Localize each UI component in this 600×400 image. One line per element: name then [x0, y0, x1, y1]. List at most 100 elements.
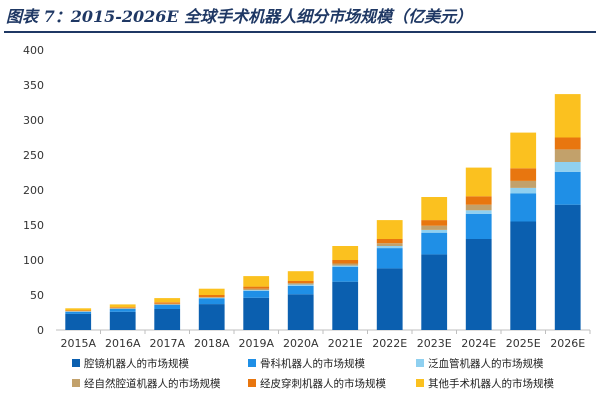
bar-segment-natural_orifice	[198, 297, 225, 298]
x-tick-label: 2022E	[372, 337, 407, 350]
y-tick-label: 300	[23, 114, 44, 127]
bar-segment-percutaneous	[243, 286, 270, 289]
bar-segment-other	[109, 304, 136, 308]
legend-item: 骨科机器人的市场规模	[248, 356, 365, 372]
bar-segment-other	[287, 271, 314, 281]
bar-segment-orthopedic	[421, 232, 448, 255]
bar-segment-percutaneous	[376, 239, 403, 244]
bar-segment-orthopedic	[554, 171, 581, 205]
bar-segment-laparoscopic	[287, 294, 314, 330]
bar-segment-other	[198, 288, 225, 295]
x-tick-label: 2018A	[194, 337, 230, 350]
y-tick-label: 150	[23, 219, 44, 232]
bar-segment-vascular	[510, 187, 537, 194]
bar-segment-laparoscopic	[154, 309, 181, 330]
bar-segment-other	[243, 276, 270, 287]
y-tick-label: 50	[30, 289, 44, 302]
x-tick-label: 2019A	[238, 337, 274, 350]
bar-segment-other	[554, 94, 581, 138]
bar-segment-percutaneous	[198, 295, 225, 298]
bar-segment-natural_orifice	[154, 303, 181, 305]
bar-segment-orthopedic	[510, 193, 537, 222]
x-tick-label: 2015A	[60, 337, 96, 350]
bar-segment-percutaneous	[554, 137, 581, 150]
bar-segment-other	[510, 132, 537, 169]
bar-segment-vascular	[465, 210, 492, 214]
bar-segment-percutaneous	[332, 260, 359, 264]
bar-segment-percutaneous	[421, 220, 448, 226]
bar-segment-other	[332, 246, 359, 260]
legend-item: 腔镜机器人的市场规模	[72, 356, 189, 372]
legend-label: 腔镜机器人的市场规模	[84, 358, 189, 370]
y-tick-label: 100	[23, 254, 44, 267]
bar-segment-other	[65, 308, 92, 311]
x-tick-label: 2025E	[506, 337, 541, 350]
bar-segment-orthopedic	[109, 309, 136, 312]
bar-segment-laparoscopic	[198, 304, 225, 330]
bar-segment-percutaneous	[154, 302, 181, 304]
bar-segment-other	[465, 167, 492, 197]
bar-segment-natural_orifice	[376, 243, 403, 246]
bar-segment-percutaneous	[287, 281, 314, 284]
bar-segment-orthopedic	[376, 248, 403, 269]
y-tick-label: 400	[23, 44, 44, 57]
y-tick-label: 200	[23, 184, 44, 197]
y-tick-label: 250	[23, 149, 44, 162]
bar-segment-orthopedic	[154, 304, 181, 309]
bar-segment-orthopedic	[287, 285, 314, 295]
x-tick-label: 2016A	[105, 337, 141, 350]
bar-segment-vascular	[332, 265, 359, 267]
y-tick-label: 350	[23, 79, 44, 92]
bar-segment-natural_orifice	[510, 180, 537, 188]
x-tick-label: 2017A	[149, 337, 185, 350]
bar-segment-other	[154, 298, 181, 303]
bar-segment-orthopedic	[465, 213, 492, 239]
bar-segment-vascular	[421, 229, 448, 233]
legend-label: 其他手术机器人的市场规模	[428, 378, 554, 390]
legend-swatch	[416, 359, 424, 367]
bar-segment-percutaneous	[109, 307, 136, 308]
y-tick-label: 0	[37, 324, 44, 337]
bar-segment-vascular	[376, 246, 403, 249]
legend-item: 经自然腔道机器人的市场规模	[72, 376, 221, 392]
legend-swatch	[72, 379, 80, 387]
legend-item: 泛血管机器人的市场规模	[416, 356, 544, 372]
bar-segment-laparoscopic	[554, 204, 581, 330]
bar-segment-laparoscopic	[65, 313, 92, 330]
x-tick-label: 2021E	[328, 337, 363, 350]
bar-segment-natural_orifice	[332, 263, 359, 266]
bar-segment-laparoscopic	[510, 221, 537, 330]
legend-label: 泛血管机器人的市场规模	[428, 358, 544, 370]
legend-swatch	[248, 359, 256, 367]
bar-segment-natural_orifice	[421, 225, 448, 230]
bar-segment-vascular	[554, 162, 581, 172]
legend-item: 其他手术机器人的市场规模	[416, 376, 554, 392]
x-tick-label: 2024E	[461, 337, 496, 350]
bar-segment-natural_orifice	[243, 288, 270, 291]
legend-label: 骨科机器人的市场规模	[260, 358, 365, 370]
bar-segment-percutaneous	[65, 310, 92, 312]
bar-segment-natural_orifice	[554, 149, 581, 162]
legend-label: 经皮穿刺机器人的市场规模	[260, 378, 386, 390]
legend-swatch	[248, 379, 256, 387]
bar-segment-natural_orifice	[465, 204, 492, 211]
chart-title: 图表 7：2015-2026E 全球手术机器人细分市场规模（亿美元）	[6, 7, 473, 26]
bar-segment-laparoscopic	[421, 254, 448, 330]
bar-segment-natural_orifice	[109, 307, 136, 309]
bar-segment-percutaneous	[510, 168, 537, 181]
bar-segment-other	[421, 197, 448, 221]
bar-segment-laparoscopic	[465, 239, 492, 330]
bar-segment-other	[376, 220, 403, 239]
bar-segment-vascular	[287, 284, 314, 286]
bar-segment-orthopedic	[332, 267, 359, 282]
bar-segment-percutaneous	[465, 196, 492, 205]
bar-segment-natural_orifice	[287, 283, 314, 285]
bar-segment-orthopedic	[198, 298, 225, 305]
x-tick-label: 2026E	[550, 337, 585, 350]
bar-segment-orthopedic	[243, 290, 270, 298]
bar-segment-laparoscopic	[109, 311, 136, 330]
bar-segment-laparoscopic	[332, 281, 359, 330]
x-tick-label: 2023E	[417, 337, 452, 350]
bar-segment-vascular	[198, 297, 225, 299]
